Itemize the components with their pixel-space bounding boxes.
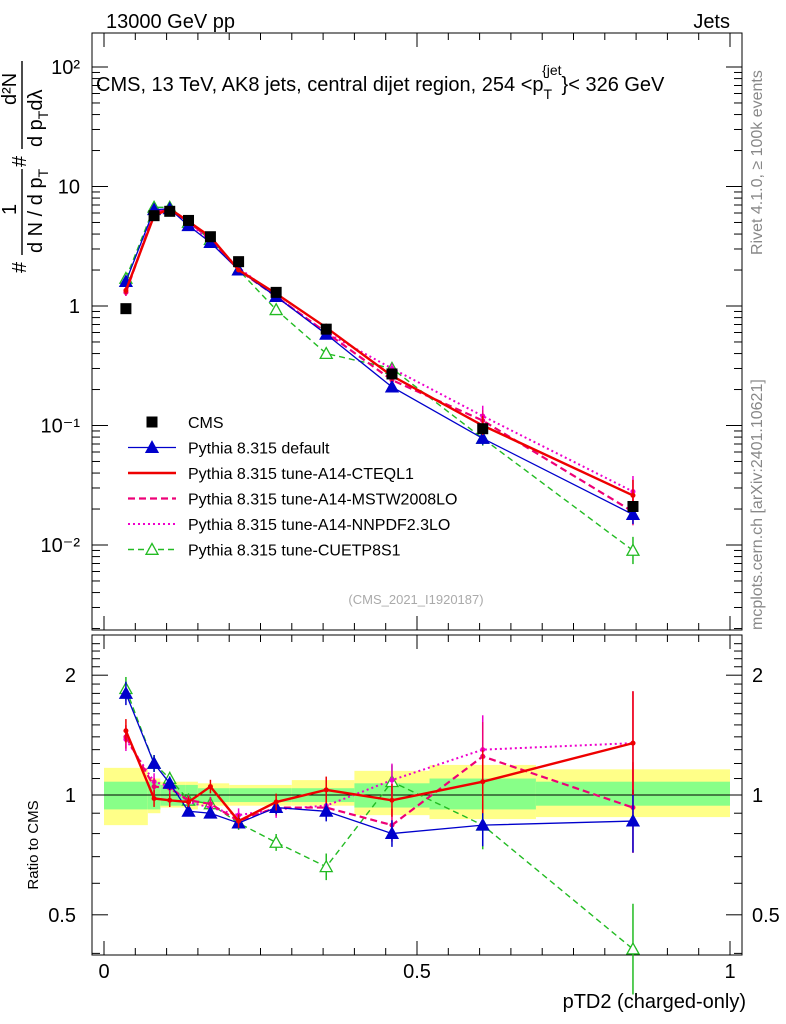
- ratio-point-cteql1: [123, 728, 129, 734]
- ytick-label-bottom-right: 1: [752, 785, 763, 807]
- ytick-label-bottom: 1: [65, 785, 76, 807]
- ratio-line-cuetp: [125, 688, 634, 950]
- ytick-label-bottom: 2: [65, 665, 76, 687]
- legend-label-cuetp: Pythia 8.315 tune-CUETP8S1: [188, 543, 401, 560]
- ratio-point-default: [146, 756, 162, 769]
- ratio-point-cuetp: [625, 941, 641, 955]
- chart-title-end: }< 326 GeV: [562, 74, 666, 96]
- ratio-point-default: [625, 813, 641, 827]
- data-point-cms: [204, 231, 216, 243]
- point-cuetp: [625, 543, 641, 556]
- ylabel-num: 1: [0, 204, 21, 215]
- legend-label-default: Pythia 8.315 default: [188, 441, 330, 458]
- band-inner-0: [104, 781, 148, 810]
- ratio-point-default: [181, 803, 196, 817]
- ytick-label-top: 1: [69, 296, 80, 318]
- yaxis-bottom-label: Ratio to CMS: [25, 800, 42, 889]
- header-right: Jets: [693, 11, 730, 33]
- data-point-cms: [233, 256, 245, 268]
- legend-label-cms: CMS: [188, 415, 224, 432]
- point-cuetp: [319, 346, 334, 360]
- ylabel-den2: d pTdλ: [25, 90, 51, 148]
- ratio-point-default: [384, 826, 400, 840]
- mcplots-label: mcplots.cern.ch [arXiv:2401.10621]: [749, 379, 766, 630]
- point-default: [625, 507, 641, 520]
- rivet-label: Rivet 4.1.0, ≥ 100k events: [749, 70, 766, 255]
- xtick-label: 1: [724, 961, 735, 983]
- ratio-point-cteql1: [323, 787, 329, 793]
- ylabel-hash: #: [9, 261, 31, 273]
- ytick-label-top: 10²: [51, 57, 80, 79]
- data-point-cms: [183, 214, 195, 226]
- ratio-point-mstw: [207, 801, 213, 807]
- axis-ticks: 0 0.5 1 10⁻² 10⁻¹ 1 10 10² 0.5 0.5 1 1 2 2: [41, 33, 780, 983]
- point-cteql1: [630, 492, 636, 498]
- legend: CMS Pythia 8.315 default Pythia 8.315 tune…: [128, 415, 457, 560]
- ratio-point-cuetp: [269, 835, 284, 848]
- yaxis-top-label: # 1 d N / d pT # d²N d pTdλ: [0, 61, 51, 273]
- legend-marker-cms: [146, 416, 158, 428]
- ratio-point-cteql1: [207, 784, 213, 790]
- ratio-point-nnpdf: [389, 777, 395, 783]
- legend-label-nnpdf: Pythia 8.315 tune-A14-NNPDF2.3LO: [188, 517, 450, 534]
- data-point-cms: [477, 423, 489, 435]
- chart-title-sub: T: [544, 86, 553, 102]
- ylabel-num2: d²N: [0, 73, 21, 105]
- ytick-label-bottom-right: 2: [752, 665, 763, 687]
- ytick-label-bottom: 0.5: [48, 905, 76, 927]
- ratio-point-cteql1: [167, 797, 173, 803]
- ratio-point-default: [162, 775, 177, 789]
- xtick-label: 0.5: [403, 961, 431, 983]
- data-point-cms: [320, 323, 332, 335]
- ratio-point-default: [203, 805, 218, 819]
- point-cteql1: [236, 267, 242, 273]
- data-point-cms: [120, 303, 132, 315]
- chart-title-sup: {jet: [542, 62, 562, 78]
- legend-label-cteql1: Pythia 8.315 tune-A14-CTEQL1: [188, 466, 414, 483]
- ratio-point-mstw: [151, 784, 157, 790]
- ratio-point-default: [118, 686, 134, 699]
- ratio-point-cteql1: [630, 740, 636, 746]
- ratio-point-cteql1: [151, 795, 157, 801]
- data-point-cms: [164, 205, 176, 217]
- point-default: [384, 379, 400, 393]
- data-point-cms: [386, 368, 398, 380]
- chart-title: CMS, 13 TeV, AK8 jets, central dijet reg…: [96, 62, 665, 102]
- point-default: [475, 431, 490, 444]
- ratio-point-default: [475, 817, 490, 831]
- ytick-label-bottom-right: 0.5: [752, 905, 780, 927]
- ytick-label-top: 10⁻¹: [41, 416, 81, 438]
- data-point-cms: [148, 210, 160, 222]
- header-left: 13000 GeV pp: [106, 11, 235, 33]
- point-cteql1: [123, 287, 129, 293]
- xaxis-label: pTD2 (charged-only): [563, 991, 746, 1013]
- point-cuetp: [269, 302, 284, 316]
- ylabel-den: d N / d pT: [25, 168, 51, 253]
- ratio-point-cteql1: [480, 779, 486, 785]
- ytick-label-top: 10⁻²: [41, 535, 81, 557]
- data-point-cms: [627, 500, 639, 512]
- ratio-point-cteql1: [389, 797, 395, 803]
- data-point-cms: [270, 286, 282, 298]
- ylabel-hash2: #: [9, 155, 31, 167]
- legend-marker-cuetp: [144, 542, 160, 555]
- ratio-point-cteql1: [273, 799, 279, 805]
- ratio-line-nnpdf: [125, 738, 634, 817]
- series-layer: [118, 199, 641, 995]
- ratio-point-cteql1: [236, 818, 242, 824]
- ytick-label-top: 10: [58, 177, 80, 199]
- xtick-label: 0: [98, 961, 109, 983]
- ratio-point-cteql1: [186, 799, 192, 805]
- legend-label-mstw: Pythia 8.315 tune-A14-MSTW2008LO: [188, 492, 457, 509]
- top-panel-frame: [91, 32, 743, 631]
- legend-marker-default: [144, 440, 160, 453]
- ratio-point-cuetp: [319, 859, 334, 873]
- ratio-point-default: [319, 803, 334, 817]
- analysis-tag: (CMS_2021_I1920187): [348, 592, 483, 607]
